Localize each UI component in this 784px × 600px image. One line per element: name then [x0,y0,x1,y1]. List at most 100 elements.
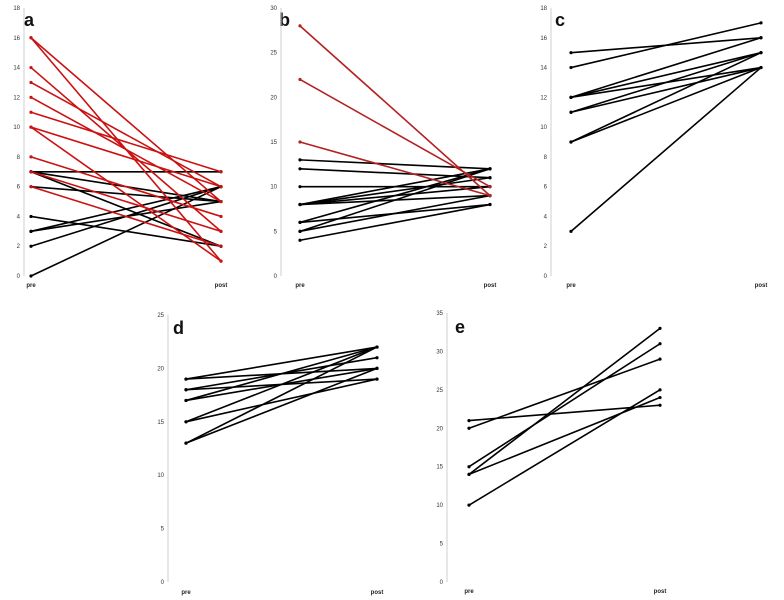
data-point-post [219,170,223,174]
y-tick-label: 20 [436,426,443,432]
panel-label: c [555,10,565,30]
data-point-pre [298,24,302,28]
series-line [30,111,222,173]
series-line [299,159,491,170]
data-point-post [375,345,379,349]
x-category-label: post [371,590,384,596]
data-point-pre [298,77,302,82]
series-line [185,346,378,380]
data-point-pre [184,441,188,445]
series-line [299,168,491,224]
series-line [468,396,661,476]
series-line [185,346,378,444]
y-tick-label: 25 [157,313,164,319]
series-line [299,194,491,233]
series-line [299,25,491,197]
series-line [299,141,491,197]
y-tick-label: 10 [540,125,547,131]
y-tick-label: 16 [540,36,547,42]
panel-label: a [24,10,35,30]
panel-e: e 0 5 10 15 20 25 30 35 pre post [436,311,666,595]
series-line [570,36,762,99]
y-tick-label: 20 [157,366,164,372]
y-tick-label: 4 [544,214,548,220]
series-line [570,51,762,143]
x-category-label: post [755,283,768,289]
data-point-pre [569,229,573,233]
series-line [30,170,222,233]
x-category-label: pre [26,283,36,289]
y-tick-label: 18 [13,6,20,12]
series-line [468,404,661,422]
data-point-post [219,199,223,204]
series-line [468,358,661,430]
data-point-pre [467,465,471,469]
data-point-pre [298,202,302,207]
panel-d: d 0 5 10 15 20 25 pre post [157,313,383,596]
y-tick-label: 15 [157,420,164,426]
data-point-post [759,21,763,25]
x-category-label: post [215,283,228,289]
data-point-pre [298,220,302,224]
data-point-post [219,229,223,233]
data-point-post [488,202,492,207]
data-point-pre [184,388,188,392]
x-category-label: pre [566,283,576,289]
data-point-pre [184,398,188,403]
panel-b: b 0 5 10 15 20 25 30 pre post [270,6,496,289]
series-line [30,96,222,203]
data-point-pre [569,140,573,144]
x-category-label: post [484,283,497,289]
y-tick-label: 6 [17,185,21,191]
data-point-post [658,357,662,361]
x-category-label: post [654,589,667,595]
y-tick-label: 5 [440,542,444,548]
data-point-pre [29,214,33,219]
y-tick-label: 0 [274,274,278,280]
panel-a: a 0 2 4 6 8 10 12 14 16 18 pre post [13,6,227,289]
series-line [570,66,762,233]
y-tick-label: 16 [13,36,20,42]
data-point-post [759,36,763,40]
data-point-post [759,65,763,70]
series-line [30,185,222,277]
panel-label: d [173,318,184,338]
series-line [30,185,222,248]
data-point-pre [298,229,302,233]
series-line [30,36,222,203]
y-tick-label: 20 [270,95,277,101]
y-tick-label: 10 [157,473,164,479]
y-tick-label: 2 [17,244,21,250]
data-point-post [375,377,379,381]
data-point-pre [29,244,33,248]
y-tick-label: 0 [440,580,444,586]
series-line [30,126,222,188]
y-tick-label: 6 [544,185,548,191]
series-line [299,168,491,206]
y-tick-label: 5 [274,229,278,235]
y-tick-label: 10 [436,503,443,509]
y-tick-label: 14 [540,66,547,72]
series-line [185,378,378,423]
data-point-pre [29,229,33,233]
data-point-pre [29,155,33,159]
panel-label: b [279,10,290,30]
data-point-pre [467,472,471,476]
x-category-label: pre [181,590,191,596]
data-point-pre [29,65,33,70]
y-tick-label: 2 [544,244,548,250]
series-line [468,327,661,476]
data-point-post [488,167,492,171]
data-point-post [219,214,223,219]
data-point-pre [29,125,33,129]
series-line [185,346,378,423]
data-point-post [658,395,662,400]
y-tick-label: 18 [540,6,547,12]
y-tick-label: 8 [17,155,21,161]
series-line [299,168,491,179]
series-line [570,51,762,114]
data-point-post [658,388,662,392]
data-point-post [375,366,379,370]
data-point-pre [184,377,188,381]
